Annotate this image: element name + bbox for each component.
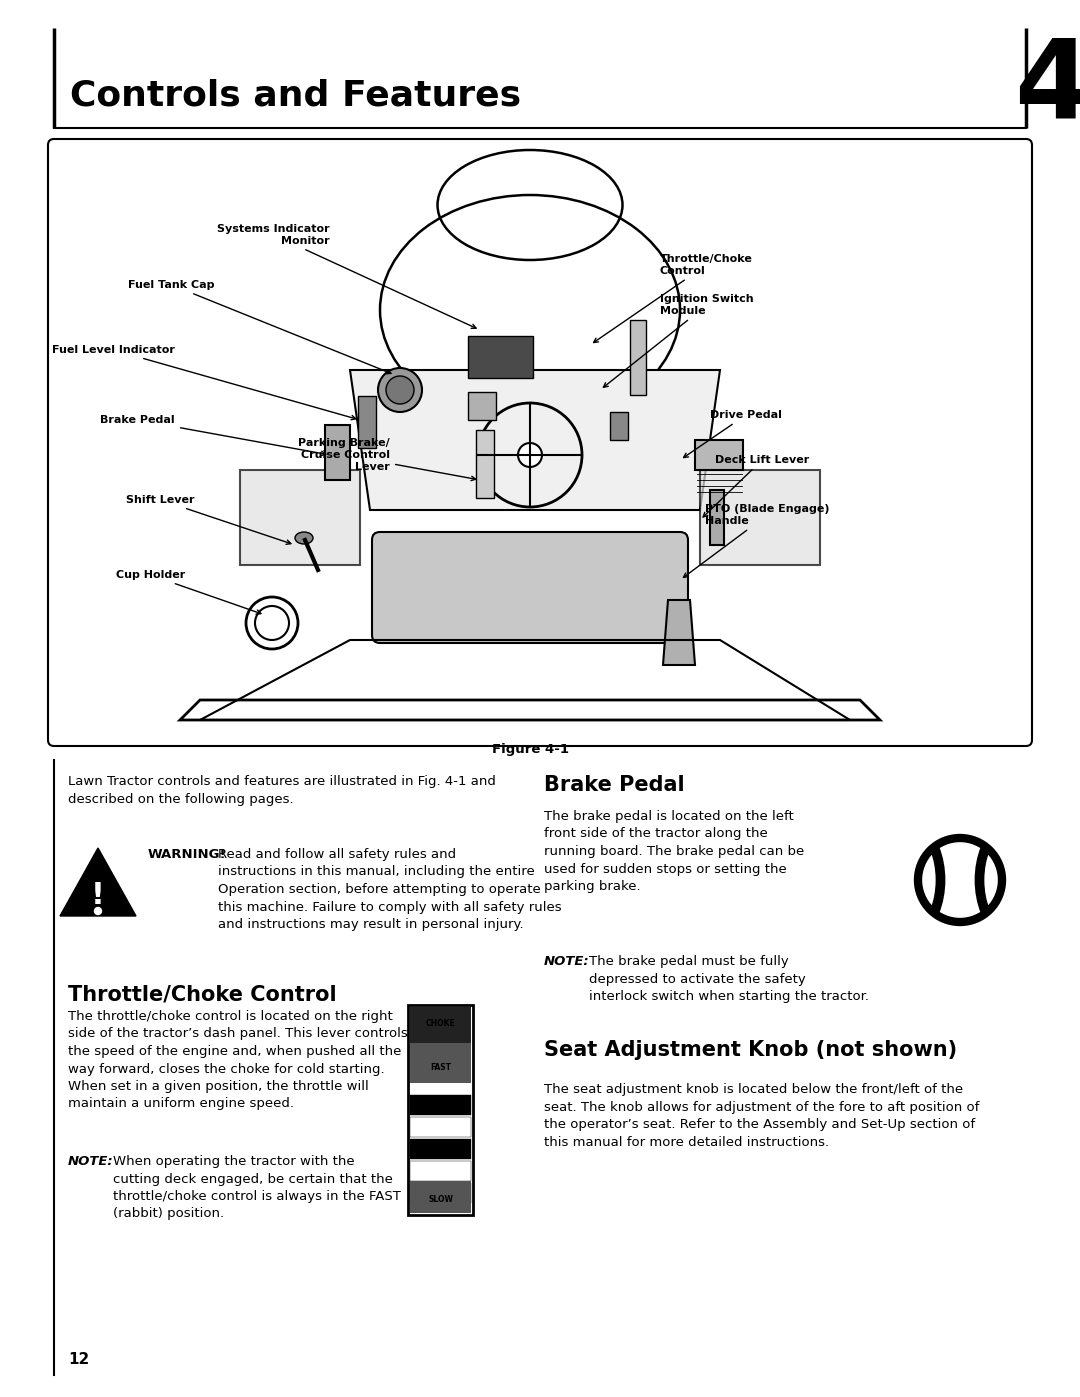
Bar (710, 490, 724, 545)
Text: 4: 4 (1014, 35, 1080, 141)
Bar (325, 425, 350, 481)
Bar (468, 393, 496, 420)
Polygon shape (663, 599, 696, 665)
Text: Brake Pedal: Brake Pedal (544, 775, 685, 795)
Text: Lawn Tractor controls and features are illustrated in Fig. 4-1 and
described on : Lawn Tractor controls and features are i… (68, 775, 496, 806)
Bar (410, 1118, 471, 1137)
Text: Cup Holder: Cup Holder (116, 570, 261, 615)
Text: SLOW: SLOW (428, 1196, 453, 1204)
Text: Parking Brake/
Cruise Control
Lever: Parking Brake/ Cruise Control Lever (298, 439, 476, 481)
Bar (410, 1161, 471, 1180)
Text: The throttle/choke control is located on the right
side of the tractor’s dash pa: The throttle/choke control is located on… (68, 1010, 408, 1111)
Text: NOTE:: NOTE: (544, 956, 590, 968)
Text: 12: 12 (68, 1352, 90, 1368)
Text: Deck Lift Lever: Deck Lift Lever (703, 455, 809, 517)
Text: Read and follow all safety rules and
instructions in this manual, including the : Read and follow all safety rules and ins… (218, 848, 562, 930)
Bar (408, 1004, 473, 1215)
Bar (610, 412, 627, 440)
Circle shape (378, 367, 422, 412)
Text: FAST: FAST (430, 1063, 451, 1071)
Polygon shape (350, 370, 720, 510)
Polygon shape (60, 848, 136, 916)
Text: Throttle/Choke Control: Throttle/Choke Control (68, 985, 337, 1004)
Ellipse shape (295, 532, 313, 543)
Text: Ignition Switch
Module: Ignition Switch Module (604, 295, 754, 387)
Bar (410, 1183, 471, 1203)
Text: Figure 4-1: Figure 4-1 (491, 743, 568, 757)
Polygon shape (240, 469, 360, 564)
Text: Brake Pedal: Brake Pedal (100, 415, 326, 455)
Text: PTO (Blade Engage)
Handle: PTO (Blade Engage) Handle (684, 504, 829, 577)
Circle shape (386, 376, 414, 404)
Text: Throttle/Choke
Control: Throttle/Choke Control (594, 254, 753, 342)
Bar (410, 1139, 471, 1160)
Text: The brake pedal must be fully
depressed to activate the safety
interlock switch : The brake pedal must be fully depressed … (589, 956, 869, 1003)
Text: The seat adjustment knob is located below the front/left of the
seat. The knob a: The seat adjustment knob is located belo… (544, 1083, 980, 1148)
Bar (468, 337, 534, 379)
Bar (476, 430, 494, 497)
Text: WARNING!: WARNING! (148, 848, 227, 861)
Text: Fuel Level Indicator: Fuel Level Indicator (52, 345, 355, 419)
Bar (410, 1044, 471, 1083)
Text: Systems Indicator
Monitor: Systems Indicator Monitor (217, 224, 476, 328)
Text: The brake pedal is located on the left
front side of the tractor along the
runni: The brake pedal is located on the left f… (544, 810, 805, 893)
Text: Shift Lever: Shift Lever (126, 495, 291, 545)
Text: When operating the tractor with the
cutting deck engaged, be certain that the
th: When operating the tractor with the cutt… (113, 1155, 401, 1221)
Text: Controls and Features: Controls and Features (70, 78, 522, 112)
FancyBboxPatch shape (48, 138, 1032, 746)
Text: Seat Adjustment Knob (not shown): Seat Adjustment Knob (not shown) (544, 1039, 957, 1060)
Text: CHOKE: CHOKE (426, 1018, 456, 1028)
Text: Fuel Tank Cap: Fuel Tank Cap (129, 279, 391, 374)
Text: Drive Pedal: Drive Pedal (684, 409, 782, 458)
Bar (410, 1095, 471, 1115)
Polygon shape (700, 469, 820, 564)
Text: !: ! (91, 882, 105, 911)
Bar (410, 1007, 471, 1044)
Circle shape (95, 908, 102, 915)
Bar (357, 395, 376, 448)
Text: NOTE:: NOTE: (68, 1155, 113, 1168)
FancyBboxPatch shape (372, 532, 688, 643)
Bar (696, 440, 743, 469)
Bar (410, 1180, 471, 1213)
Circle shape (518, 443, 542, 467)
Bar (630, 320, 646, 395)
